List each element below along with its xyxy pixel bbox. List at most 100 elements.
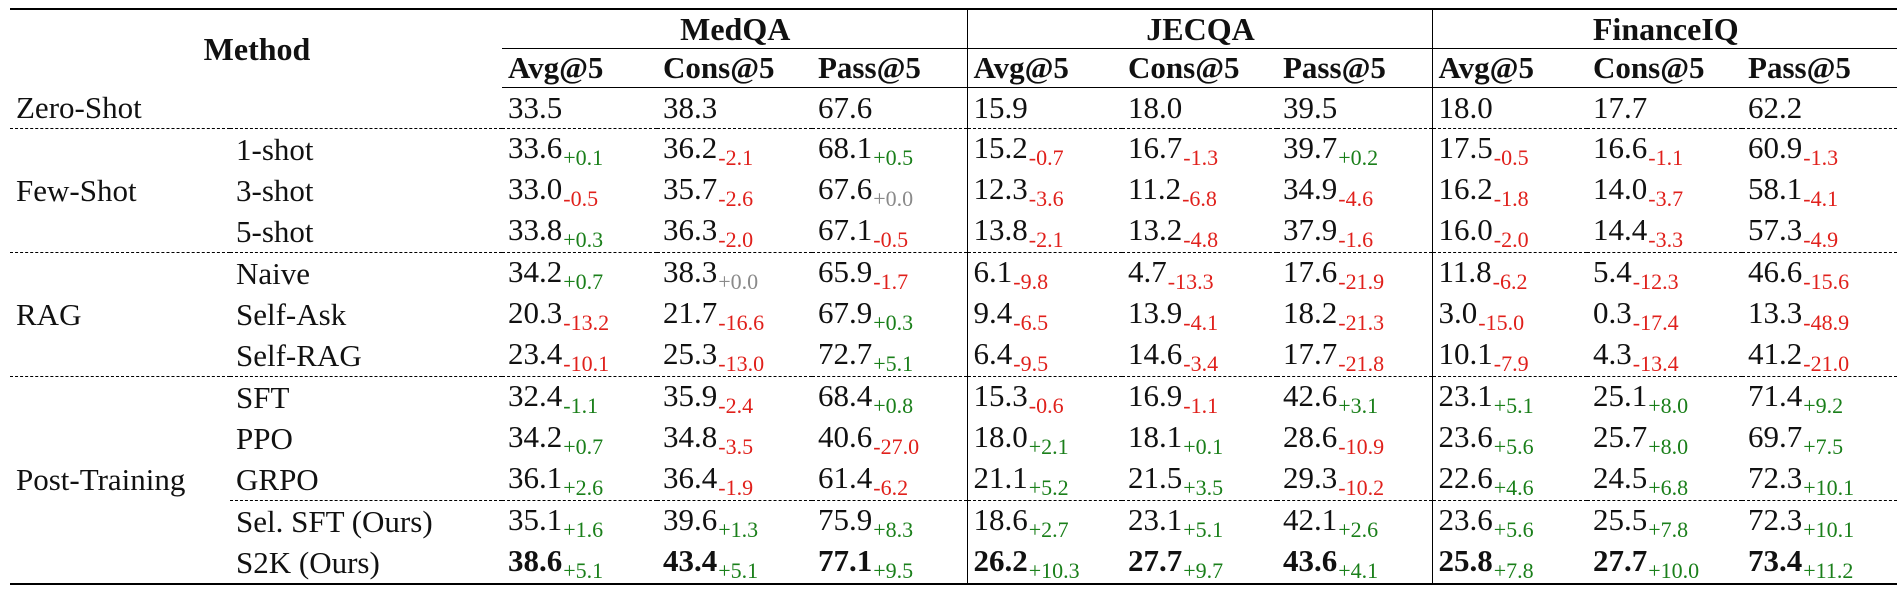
table-cell: 41.2-21.0 xyxy=(1742,335,1897,377)
cell-delta: +3.1 xyxy=(1338,393,1379,418)
cell-value: 15.9 xyxy=(966,87,1122,129)
cell-delta: -2.1 xyxy=(718,145,754,170)
cell-value: 25.5 xyxy=(1593,502,1648,537)
row-method-name: Naive xyxy=(230,252,502,294)
dataset-header-jecqa: JECQA xyxy=(966,9,1433,49)
table-cell: 6.4-9.5 xyxy=(966,335,1122,377)
cell-delta: -3.5 xyxy=(718,434,754,459)
cell-value: 36.1 xyxy=(508,460,563,495)
table-cell: 33.6+0.1 xyxy=(502,128,657,170)
table-cell: 17.7-21.8 xyxy=(1277,335,1432,377)
table-row: Few-Shot 1-shot 33.6+0.1 36.2-2.1 68.1+0.5 15… xyxy=(10,128,1898,253)
cell-delta: -0.5 xyxy=(563,186,599,211)
cell-delta: +1.3 xyxy=(718,517,759,542)
cell-value: 36.4 xyxy=(663,460,718,495)
cell-delta: -4.1 xyxy=(1803,186,1839,211)
table-cell: 33.8+0.3 xyxy=(502,211,657,253)
cell-value: 69.7 xyxy=(1748,419,1803,454)
cell-value: 14.0 xyxy=(1593,171,1648,206)
cell-delta: -2.0 xyxy=(1493,227,1529,252)
table-cell: 23.4-10.1 xyxy=(502,335,657,377)
group-label: Post-Training xyxy=(10,376,230,584)
cell-delta: -27.0 xyxy=(873,434,920,459)
table-cell: 69.7+7.5 xyxy=(1742,418,1897,459)
table-cell: 75.9+8.3 xyxy=(812,500,967,542)
row-method-name: Self-Ask xyxy=(236,296,347,332)
cell-value: 75.9 xyxy=(818,502,873,537)
cell-delta: -0.5 xyxy=(1493,145,1529,170)
table-cell: 14.6-3.4 xyxy=(1122,335,1277,377)
table-cell: 23.6+5.6 xyxy=(1431,500,1588,542)
cell-delta: +0.1 xyxy=(563,145,604,170)
cell-value: 34.8 xyxy=(663,419,718,454)
header-row-metrics: Avg@5 Cons@5 Pass@5 Avg@5 Cons@5 Pass@5 … xyxy=(10,48,1898,88)
table-row-zero-shot: Zero-Shot 33.5 38.3 67.6 15.9 18.0 39.5 … xyxy=(10,87,1897,129)
cell-value: 14.6 xyxy=(1128,336,1183,371)
cell-value: 25.8 xyxy=(1438,543,1493,578)
table-cell: 14.4-3.3 xyxy=(1587,211,1742,253)
metric-header: Cons@5 xyxy=(1122,48,1277,88)
cell-value: 6.1 xyxy=(973,254,1013,289)
cell-delta: -4.8 xyxy=(1183,227,1219,252)
cell-value: 23.1 xyxy=(1438,378,1493,413)
cell-value: 38.6 xyxy=(508,543,563,578)
table-cell: 13.9-4.1 xyxy=(1122,294,1277,335)
row-method-name: 1-shot xyxy=(230,128,502,170)
table-cell: 16.6-1.1 xyxy=(1587,128,1743,170)
cell-value: 13.9 xyxy=(1128,295,1183,330)
group-label: Few-Shot xyxy=(10,128,230,253)
table-cell: 43.6+4.1 xyxy=(1277,542,1432,584)
cell-delta: -17.4 xyxy=(1632,310,1679,335)
table-cell: 34.8-3.5 xyxy=(657,418,812,459)
table-cell: 24.5+6.8 xyxy=(1587,459,1742,501)
metric-header: Avg@5 xyxy=(502,48,657,88)
cell-delta: -21.0 xyxy=(1803,351,1850,376)
table-cell: 67.6+0.0 xyxy=(812,170,967,211)
cell-value: 23.4 xyxy=(508,336,563,371)
cell-value: 13.2 xyxy=(1128,212,1183,247)
cell-value: 65.9 xyxy=(818,254,873,289)
row-method-name: PPO xyxy=(236,420,293,456)
table-row: Post-Training SFT 32.4-1.1 35.9-2.4 68.4+0.8… xyxy=(10,376,1898,584)
cell-delta: -1.8 xyxy=(1493,186,1529,211)
cell-value: 21.7 xyxy=(663,295,718,330)
cell-delta: +10.3 xyxy=(1028,558,1080,583)
cell-delta: -1.6 xyxy=(1338,227,1374,252)
cell-value: 25.3 xyxy=(663,336,718,371)
cell-value: 36.3 xyxy=(663,212,718,247)
cell-value: 16.7 xyxy=(1128,130,1183,165)
cell-delta: -6.2 xyxy=(1492,269,1528,294)
table-row: Self-RAG 23.4-10.1 25.3-13.0 72.7+5.1 6.4-9.… xyxy=(10,335,1897,377)
cell-delta: -4.1 xyxy=(1183,310,1219,335)
table-cell: 72.3+10.1 xyxy=(1742,459,1897,501)
cell-value: 3.0 xyxy=(1438,295,1478,330)
row-method-name: GRPO xyxy=(236,461,319,497)
table-row: PPO 34.2+0.7 34.8-3.5 40.6-27.0 18.0+2.1 18.1… xyxy=(10,418,1897,459)
cell-delta: -3.4 xyxy=(1183,351,1219,376)
table-cell: 10.1-7.9 xyxy=(1431,335,1588,377)
table-cell: 23.1+5.1 xyxy=(1431,376,1588,418)
table-cell: 13.3-48.9 xyxy=(1742,294,1897,335)
method-header: Method xyxy=(203,30,311,67)
table-cell: 17.5-0.5 xyxy=(1431,128,1588,170)
cell-delta: +9.5 xyxy=(873,558,914,583)
cell-value: 40.6 xyxy=(818,419,873,454)
table-cell: 43.4+5.1 xyxy=(657,542,812,584)
row-method-name: Sel. SFT (Ours) xyxy=(230,500,502,542)
table-cell: 32.4-1.1 xyxy=(502,376,657,418)
cell-value: 33.0 xyxy=(508,171,563,206)
cell-value: 13.8 xyxy=(973,212,1028,247)
cell-value: 67.6 xyxy=(818,90,873,125)
cell-delta: -3.7 xyxy=(1648,186,1684,211)
cell-delta: -13.3 xyxy=(1167,269,1214,294)
cell-value: 16.6 xyxy=(1593,130,1648,165)
cell-value: 67.1 xyxy=(818,212,873,247)
cell-value: 18.1 xyxy=(1128,419,1183,454)
cell-delta: +0.7 xyxy=(563,269,604,294)
cell-value: 35.1 xyxy=(508,502,563,537)
cell-delta: +8.0 xyxy=(1648,393,1689,418)
cell-value: 34.2 xyxy=(508,254,563,289)
cell-delta: -15.0 xyxy=(1478,310,1525,335)
table-cell: 16.2-1.8 xyxy=(1431,170,1588,211)
